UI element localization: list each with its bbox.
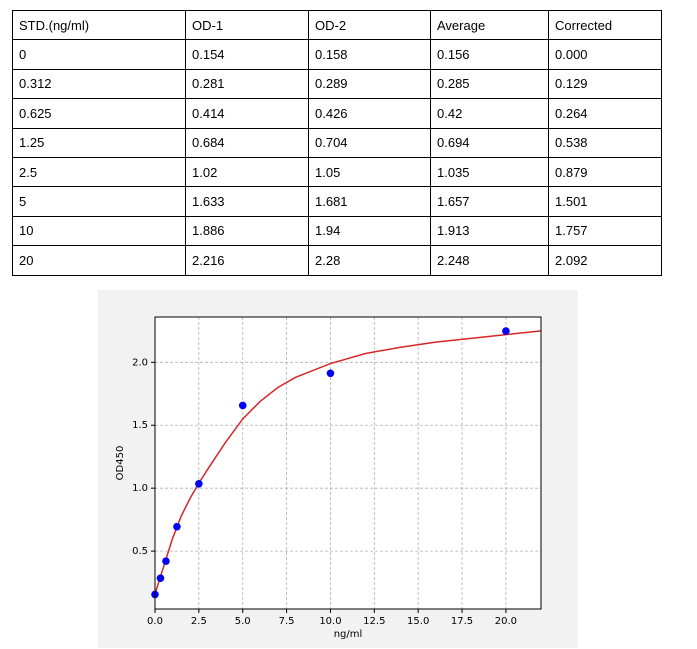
table-cell: 0.158 [308, 39, 431, 70]
axes-frame [154, 316, 542, 610]
y-tick-label: 0.5 [132, 546, 148, 557]
data-point [502, 327, 510, 335]
x-tick-label: 17.5 [451, 616, 473, 627]
table-cell: 0.426 [308, 98, 431, 129]
table-cell: 20 [12, 245, 186, 276]
table-cell: 0.625 [12, 98, 186, 129]
table-cell: 0.684 [185, 127, 309, 158]
x-tick-label: 15.0 [407, 616, 429, 627]
x-tick-label: 7.5 [279, 616, 295, 627]
table-cell: Corrected [548, 9, 662, 41]
x-tick-label: 20.0 [495, 616, 517, 627]
table-cell: 1.035 [430, 156, 549, 188]
data-point [173, 522, 181, 531]
x-tick-label: 12.5 [363, 616, 385, 627]
data-point [162, 557, 170, 565]
y-tick-label: 1.0 [132, 483, 148, 494]
table-cell: 0.289 [308, 68, 431, 100]
table-cell: 2.092 [548, 245, 662, 276]
data-point [156, 574, 165, 582]
table-cell: 5 [12, 186, 186, 217]
x-tick-label: 2.5 [191, 616, 207, 627]
table-row: 5 1.633 1.681 1.657 1.501 [12, 186, 662, 217]
fit-curve [154, 330, 542, 595]
y-tick-label: 2.0 [132, 357, 148, 368]
table-cell: 0.694 [430, 127, 549, 158]
table-cell: 0.154 [185, 39, 309, 70]
table-cell: 2.28 [308, 245, 431, 276]
table-cell: 2.248 [430, 245, 549, 276]
y-axis-label: OD450 [115, 446, 126, 481]
y-tick-label: 1.5 [132, 420, 148, 431]
table-cell: 0.879 [548, 156, 662, 188]
table-cell: 0.42 [430, 98, 549, 129]
table-cell: Average [430, 9, 549, 41]
table-cell: 0.285 [430, 68, 549, 100]
x-tick-label: 5.0 [235, 616, 251, 627]
data-point [238, 401, 247, 410]
table-row: 20 2.216 2.28 2.248 2.092 [12, 245, 662, 276]
table-row: 10 1.886 1.94 1.913 1.757 [12, 215, 662, 247]
table-cell: 1.757 [548, 215, 662, 247]
data-table: STD.(ng/ml) OD-1 OD-2 Average Corrected 0 0.15… [12, 9, 662, 276]
x-tick-label: 0.0 [147, 616, 163, 627]
table-cell: 1.02 [185, 156, 309, 188]
data-point [195, 479, 203, 488]
x-axis-label: ng/ml [334, 629, 363, 640]
header-row: STD.(ng/ml) OD-1 OD-2 Average Corrected [12, 9, 662, 41]
table-row: 0.625 0.414 0.426 0.42 0.264 [12, 98, 662, 129]
table-cell: OD-1 [185, 9, 309, 41]
table-cell: 1.657 [430, 186, 549, 217]
table-cell: 2.216 [185, 245, 309, 276]
table-cell: STD.(ng/ml) [12, 9, 186, 41]
table-row: 0 0.154 0.158 0.156 0.000 [12, 39, 662, 70]
plot-area [155, 317, 541, 609]
x-tick-label: 10.0 [319, 616, 341, 627]
data-point [326, 369, 335, 378]
table-cell: 1.94 [308, 215, 431, 247]
